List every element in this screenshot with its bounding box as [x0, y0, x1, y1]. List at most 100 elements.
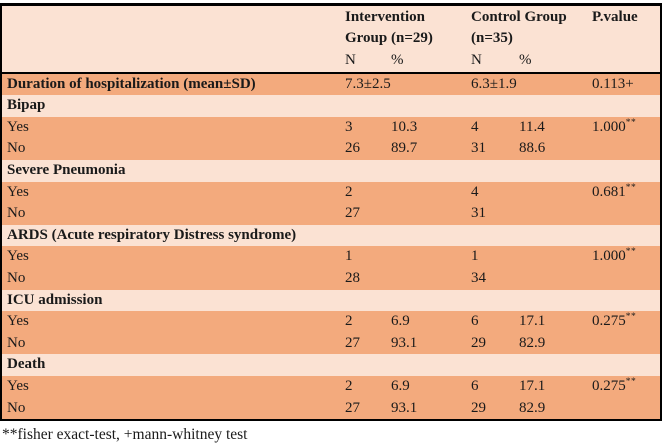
intervention-pct-cell: 93.1: [391, 334, 418, 351]
intervention-pct-cell: 89.7: [391, 140, 418, 157]
control-n-cell: 6: [471, 313, 479, 330]
table-header: Intervention Group (n=29) Control Group …: [1, 4, 661, 73]
control-n-header: N: [471, 52, 482, 68]
table-row: Yes 2 6.9 6 17.1 0.275**: [1, 311, 661, 333]
intervention-pct-header: %: [391, 52, 404, 68]
row-label-cell: No: [7, 399, 26, 416]
table-row: No 28 34: [1, 267, 661, 290]
label-column-header: [1, 5, 340, 73]
p-value-cell: 1.000**: [592, 247, 637, 265]
intervention-pct-cell: [386, 182, 466, 204]
control-n-cell: 31: [471, 140, 486, 157]
intervention-n-cell: 26: [345, 140, 360, 157]
intervention-pct-cell: [386, 268, 466, 290]
table-row: Yes 2 6.9 6 17.1 0.275**: [1, 375, 661, 398]
intervention-pct-cell: 6.9: [391, 377, 410, 394]
section-label-cell: Severe Pneumonia: [7, 161, 126, 178]
control-pct-cell: [514, 203, 587, 225]
section-row: ICU admission: [1, 289, 661, 312]
control-n-cell: 4: [471, 118, 479, 135]
section-row: Death: [1, 354, 661, 376]
intervention-pct-cell: 6.9: [391, 313, 410, 330]
row-label-cell: Yes: [7, 183, 29, 200]
intervention-n-cell: 27: [345, 205, 360, 222]
significance-flag: **: [625, 182, 637, 193]
control-pct-cell: [514, 182, 587, 204]
intervention-n-header: N: [345, 52, 356, 68]
control-value-cell: 6.3±1.9: [471, 75, 517, 92]
control-pct-cell: 82.9: [519, 399, 546, 416]
control-n-cell: 6: [471, 377, 479, 394]
row-label-cell: Yes: [7, 313, 29, 330]
p-value-cell: 0.681**: [592, 182, 637, 200]
table-footnote: **fisher exact-test, +mann-whitney test: [0, 421, 664, 445]
p-value-cell: [587, 268, 661, 290]
intervention-pct-cell: [386, 246, 466, 268]
table-row: Yes 3 10.3 4 11.4 1.000**: [1, 116, 661, 139]
section-row: Severe Pneumonia: [1, 159, 661, 182]
control-pct-cell: 17.1: [519, 313, 546, 330]
p-value-cell: [587, 333, 661, 355]
control-n-cell: 4: [471, 183, 479, 200]
significance-flag: **: [625, 117, 637, 128]
row-label-cell: Yes: [7, 248, 29, 265]
row-label-cell: No: [7, 205, 26, 222]
control-pct-header: %: [519, 52, 532, 68]
row-label-cell: Duration of hospitalization (mean±SD): [7, 75, 256, 92]
table-body: Duration of hospitalization (mean±SD) 7.3…: [1, 72, 661, 421]
control-pct-cell: 88.6: [519, 140, 546, 157]
intervention-n-cell: 3: [345, 118, 353, 135]
section-label-cell: Death: [7, 356, 46, 373]
section-label-cell: Bipap: [7, 97, 46, 114]
significance-flag: **: [625, 376, 637, 387]
pvalue-column-header: P.value: [592, 9, 638, 25]
p-value-cell: [587, 398, 661, 421]
intervention-n-cell: 27: [345, 334, 360, 351]
table-row: Duration of hospitalization (mean±SD) 7.3…: [1, 72, 661, 96]
control-pct-cell: [514, 268, 587, 290]
control-pct-cell: 82.9: [519, 334, 546, 351]
subheader-row: N % N %: [1, 50, 661, 73]
intervention-value-cell: 7.3±2.5: [345, 75, 391, 92]
row-label-cell: No: [7, 140, 26, 157]
intervention-n-cell: 27: [345, 399, 360, 416]
control-n-cell: 1: [471, 248, 479, 265]
section-label-cell: ARDS (Acute respiratory Distress syndrom…: [7, 226, 297, 243]
intervention-pct-cell: [386, 203, 466, 225]
p-value-cell: 0.275**: [592, 312, 637, 330]
table-row: No 27 93.1 29 82.9: [1, 397, 661, 421]
control-n-cell: 34: [471, 269, 486, 286]
intervention-pct-cell: 93.1: [391, 399, 418, 416]
p-value-cell: 1.000**: [592, 117, 637, 135]
group-header-row: Intervention Group (n=29) Control Group …: [1, 5, 661, 51]
p-value-cell: [587, 138, 661, 160]
control-pct-cell: [514, 246, 587, 268]
table-row: Yes 1 1 1.000**: [1, 246, 661, 268]
table-row: No 26 89.7 31 88.6: [1, 138, 661, 160]
control-n-cell: 29: [471, 399, 486, 416]
section-row: ARDS (Acute respiratory Distress syndrom…: [1, 224, 661, 247]
intervention-group-header: Intervention Group (n=29): [345, 9, 433, 46]
intervention-n-cell: 28: [345, 269, 360, 286]
intervention-n-cell: 2: [345, 183, 353, 200]
table-row: No 27 31: [1, 203, 661, 225]
intervention-pct-cell: 10.3: [391, 118, 418, 135]
section-label-cell: ICU admission: [7, 291, 103, 308]
control-group-header: Control Group (n=35): [471, 9, 567, 46]
p-value-cell: 0.275**: [592, 376, 637, 394]
control-pct-cell: 17.1: [519, 377, 546, 394]
intervention-n-cell: 1: [345, 248, 353, 265]
control-n-cell: 29: [471, 334, 486, 351]
row-label-cell: No: [7, 334, 26, 351]
row-label-cell: No: [7, 269, 26, 286]
table-row: No 27 93.1 29 82.9: [1, 332, 661, 355]
p-value-cell: [587, 203, 661, 225]
intervention-n-cell: 2: [345, 313, 353, 330]
intervention-n-cell: 2: [345, 377, 353, 394]
outcomes-table: Intervention Group (n=29) Control Group …: [0, 3, 662, 422]
control-n-cell: 31: [471, 205, 486, 222]
table-row: Yes 2 4 0.681**: [1, 181, 661, 204]
significance-flag: **: [625, 247, 637, 258]
row-label-cell: Yes: [7, 118, 29, 135]
